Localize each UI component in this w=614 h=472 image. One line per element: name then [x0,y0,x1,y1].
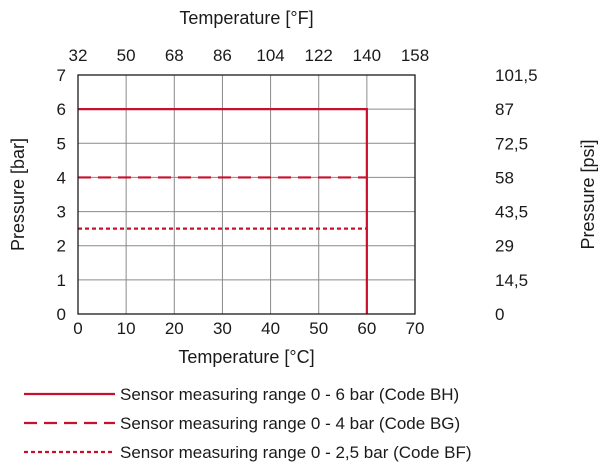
x-bottom-tick-label: 50 [309,319,328,338]
series-line-1 [78,108,368,314]
x-top-axis-title: Temperature [°F] [179,8,313,28]
y-left-tick-label: 4 [57,168,66,187]
x-bottom-tick-label: 30 [213,319,232,338]
x-top-tick-label: 122 [305,46,333,65]
legend-label: Sensor measuring range 0 - 4 bar (Code B… [120,414,460,433]
series-lines [78,108,368,314]
legend-label: Sensor measuring range 0 - 6 bar (Code B… [120,385,459,404]
x-top-tick-label: 140 [353,46,381,65]
y-right-tick-label: 87 [495,100,514,119]
y-right-tick-label: 14,5 [495,271,528,290]
y-left-tick-label: 2 [57,237,66,256]
plot-frame [77,74,416,315]
x-bottom-tick-label: 20 [165,319,184,338]
x-top-tick-label: 104 [256,46,284,65]
y-left-tick-label: 5 [57,134,66,153]
y-left-axis-title: Pressure [bar] [8,138,28,251]
y-left-tick-label: 7 [57,66,66,85]
y-right-tick-label: 43,5 [495,203,528,222]
x-top-tick-label: 32 [69,46,88,65]
x-bottom-tick-label: 60 [357,319,376,338]
y-right-tick-label: 29 [495,237,514,256]
y-left-tick-label: 0 [57,305,66,324]
y-right-tick-label: 58 [495,168,514,187]
y-right-tick-label: 0 [495,305,504,324]
legend: Sensor measuring range 0 - 6 bar (Code B… [24,385,472,462]
grid [78,75,415,314]
legend-label: Sensor measuring range 0 - 2,5 bar (Code… [120,443,472,462]
y-left-tick-label: 1 [57,271,66,290]
y-left-tick-label: 3 [57,203,66,222]
x-top-tick-label: 68 [165,46,184,65]
y-left-tick-label: 6 [57,100,66,119]
x-bottom-tick-label: 0 [73,319,82,338]
x-top-tick-label: 86 [213,46,232,65]
y-right-axis-title: Pressure [psi] [578,139,598,249]
x-top-tick-label: 50 [117,46,136,65]
x-top-tick-label: 158 [401,46,429,65]
y-right-tick-label: 101,5 [495,66,538,85]
x-bottom-axis-title: Temperature [°C] [178,347,314,367]
y-right-tick-label: 72,5 [495,134,528,153]
x-bottom-tick-label: 40 [261,319,280,338]
x-bottom-tick-label: 10 [117,319,136,338]
x-bottom-tick-label: 70 [406,319,425,338]
